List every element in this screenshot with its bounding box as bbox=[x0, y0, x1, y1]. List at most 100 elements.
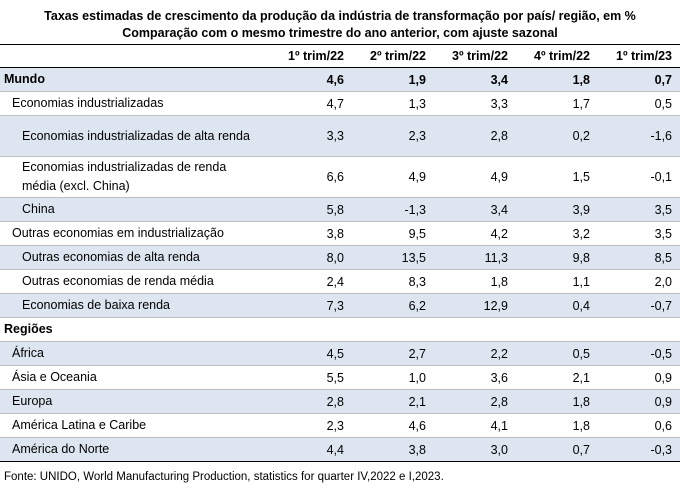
row-label: China bbox=[0, 197, 270, 222]
cell-value: 3,8 bbox=[270, 221, 352, 246]
table-row: América Latina e Caribe 2,3 4,6 4,1 1,8 … bbox=[0, 413, 680, 438]
cell-value: -0,5 bbox=[598, 341, 680, 366]
table-row: China 5,8 -1,3 3,4 3,9 3,5 bbox=[0, 197, 680, 222]
title-line-1: Taxas estimadas de crescimento da produç… bbox=[44, 9, 636, 23]
table-row: Outras economias de renda média 2,4 8,3 … bbox=[0, 269, 680, 294]
cell-value: 3,3 bbox=[270, 115, 352, 157]
cell-value: 2,8 bbox=[434, 115, 516, 157]
cell-value: -1,3 bbox=[352, 197, 434, 222]
cell-value: 6,2 bbox=[352, 293, 434, 318]
cell-value: 3,4 bbox=[434, 197, 516, 222]
cell-value: 1,8 bbox=[434, 269, 516, 294]
cell-value: 4,6 bbox=[270, 67, 352, 92]
cell-value: 2,3 bbox=[270, 413, 352, 438]
cell-value: 2,4 bbox=[270, 269, 352, 294]
cell-value: 2,1 bbox=[352, 389, 434, 414]
cell-value bbox=[270, 317, 352, 342]
row-label: Economias industrializadas de alta renda bbox=[0, 115, 270, 157]
cell-value: 3,5 bbox=[598, 197, 680, 222]
row-label: Economias industrializadas bbox=[0, 91, 270, 116]
cell-value: 0,4 bbox=[516, 293, 598, 318]
cell-value: 3,3 bbox=[434, 91, 516, 116]
cell-value: 4,2 bbox=[434, 221, 516, 246]
title-line-2: Comparação com o mesmo trimestre do ano … bbox=[122, 26, 558, 40]
row-label: América do Norte bbox=[0, 437, 270, 462]
cell-value: 7,3 bbox=[270, 293, 352, 318]
header-blank bbox=[0, 44, 270, 68]
table-row: América do Norte 4,4 3,8 3,0 0,7 -0,3 bbox=[0, 437, 680, 462]
cell-value: 0,7 bbox=[516, 437, 598, 462]
cell-value: 8,0 bbox=[270, 245, 352, 270]
cell-value: -0,3 bbox=[598, 437, 680, 462]
cell-value: 1,8 bbox=[516, 67, 598, 92]
row-label: Outras economias em industrialização bbox=[0, 221, 270, 246]
cell-value: 4,6 bbox=[352, 413, 434, 438]
cell-value: 9,8 bbox=[516, 245, 598, 270]
cell-value: 2,3 bbox=[352, 115, 434, 157]
cell-value: -1,6 bbox=[598, 115, 680, 157]
cell-value: 0,5 bbox=[598, 91, 680, 116]
table-row: Economias de baixa renda 7,3 6,2 12,9 0,… bbox=[0, 293, 680, 318]
cell-value: 4,4 bbox=[270, 437, 352, 462]
table-title: Taxas estimadas de crescimento da produç… bbox=[0, 0, 680, 44]
cell-value: 6,6 bbox=[270, 156, 352, 198]
cell-value: 5,5 bbox=[270, 365, 352, 390]
cell-value: 8,5 bbox=[598, 245, 680, 270]
cell-value: 1,3 bbox=[352, 91, 434, 116]
cell-value: 0,9 bbox=[598, 365, 680, 390]
cell-value: 2,8 bbox=[434, 389, 516, 414]
cell-value: 1,5 bbox=[516, 156, 598, 198]
table-row: Europa 2,8 2,1 2,8 1,8 0,9 bbox=[0, 389, 680, 414]
cell-value: 13,5 bbox=[352, 245, 434, 270]
header-q3-22: 3º trim/22 bbox=[434, 44, 516, 68]
cell-value: 4,7 bbox=[270, 91, 352, 116]
cell-value: 3,5 bbox=[598, 221, 680, 246]
cell-value: 1,7 bbox=[516, 91, 598, 116]
cell-value: 4,9 bbox=[434, 156, 516, 198]
cell-value: 3,9 bbox=[516, 197, 598, 222]
row-label: Outras economias de renda média bbox=[0, 269, 270, 294]
cell-value: 11,3 bbox=[434, 245, 516, 270]
cell-value: 3,6 bbox=[434, 365, 516, 390]
cell-value bbox=[352, 317, 434, 342]
row-label: Europa bbox=[0, 389, 270, 414]
table-row: Economias industrializadas 4,7 1,3 3,3 1… bbox=[0, 91, 680, 116]
cell-value: 12,9 bbox=[434, 293, 516, 318]
row-label: Regiões bbox=[0, 317, 270, 342]
cell-value bbox=[434, 317, 516, 342]
cell-value: 0,6 bbox=[598, 413, 680, 438]
cell-value bbox=[598, 317, 680, 342]
cell-value: -0,1 bbox=[598, 156, 680, 198]
cell-value: 2,1 bbox=[516, 365, 598, 390]
table-row: Outras economias de alta renda 8,0 13,5 … bbox=[0, 245, 680, 270]
cell-value: 2,0 bbox=[598, 269, 680, 294]
table-row: Outras economias em industrialização 3,8… bbox=[0, 221, 680, 246]
header-q4-22: 4º trim/22 bbox=[516, 44, 598, 68]
cell-value: 1,1 bbox=[516, 269, 598, 294]
growth-table: 1º trim/22 2º trim/22 3º trim/22 4º trim… bbox=[0, 44, 680, 462]
row-label: África bbox=[0, 341, 270, 366]
source-note: Fonte: UNIDO, World Manufacturing Produc… bbox=[4, 471, 444, 483]
cell-value: 4,1 bbox=[434, 413, 516, 438]
cell-value: 2,2 bbox=[434, 341, 516, 366]
table-row: Economias industrializadas de alta renda… bbox=[0, 115, 680, 157]
row-label: Mundo bbox=[0, 67, 270, 92]
cell-value: 3,8 bbox=[352, 437, 434, 462]
table-row: Mundo 4,6 1,9 3,4 1,8 0,7 bbox=[0, 67, 680, 92]
header-q2-22: 2º trim/22 bbox=[352, 44, 434, 68]
cell-value: 1,8 bbox=[516, 413, 598, 438]
cell-value: 0,7 bbox=[598, 67, 680, 92]
cell-value: 0,9 bbox=[598, 389, 680, 414]
cell-value: 2,7 bbox=[352, 341, 434, 366]
table-row: Ásia e Oceania 5,5 1,0 3,6 2,1 0,9 bbox=[0, 365, 680, 390]
table-row: Economias industrializadas de renda médi… bbox=[0, 156, 680, 198]
cell-value: 8,3 bbox=[352, 269, 434, 294]
cell-value: 1,8 bbox=[516, 389, 598, 414]
cell-value: 3,2 bbox=[516, 221, 598, 246]
row-label: América Latina e Caribe bbox=[0, 413, 270, 438]
cell-value: 9,5 bbox=[352, 221, 434, 246]
row-label: Economias industrializadas de renda médi… bbox=[0, 156, 270, 198]
row-label: Outras economias de alta renda bbox=[0, 245, 270, 270]
cell-value: 1,0 bbox=[352, 365, 434, 390]
